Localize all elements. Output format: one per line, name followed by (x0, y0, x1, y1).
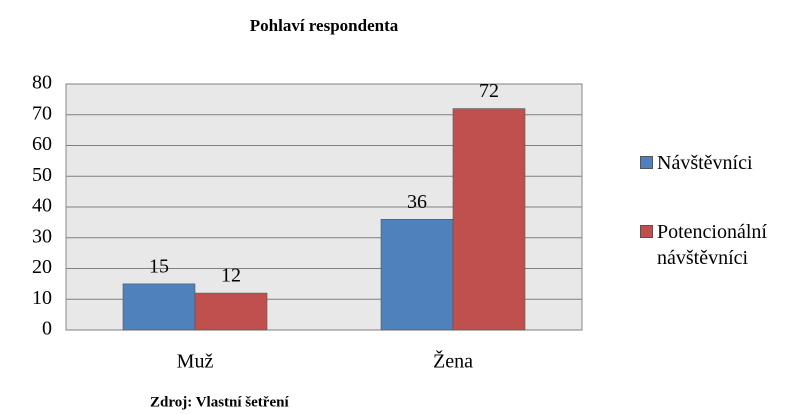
legend-item: Potencionální návštěvníci (640, 219, 805, 271)
data-label: 15 (149, 255, 169, 277)
y-tick-label: 10 (32, 287, 52, 309)
data-label: 72 (479, 80, 499, 102)
x-tick-label: Muž (177, 351, 214, 373)
bar (380, 219, 454, 331)
y-tick-label: 30 (32, 225, 52, 247)
bar (122, 283, 196, 331)
bar (194, 292, 268, 331)
data-label: 12 (221, 265, 241, 287)
chart-title: Pohlaví respondenta (250, 16, 399, 35)
y-tick-label: 40 (32, 195, 52, 217)
legend-swatch (640, 225, 653, 238)
y-tick-label: 20 (32, 256, 52, 278)
y-tick-label: 80 (32, 72, 52, 94)
x-tick-label: Žena (433, 350, 473, 373)
y-tick-label: 60 (32, 133, 52, 155)
y-tick-label: 70 (32, 102, 52, 124)
y-tick-label: 50 (32, 164, 52, 186)
bar (452, 108, 526, 331)
y-tick-label: 0 (42, 318, 52, 340)
legend-label: Potencionální návštěvníci (657, 221, 767, 269)
source-note: Zdroj: Vlastní šetření (150, 394, 289, 410)
data-label: 36 (407, 191, 427, 213)
legend-label: Návštěvníci (657, 152, 753, 174)
legend-swatch (640, 156, 653, 169)
legend-item: Návštěvníci (640, 150, 805, 176)
